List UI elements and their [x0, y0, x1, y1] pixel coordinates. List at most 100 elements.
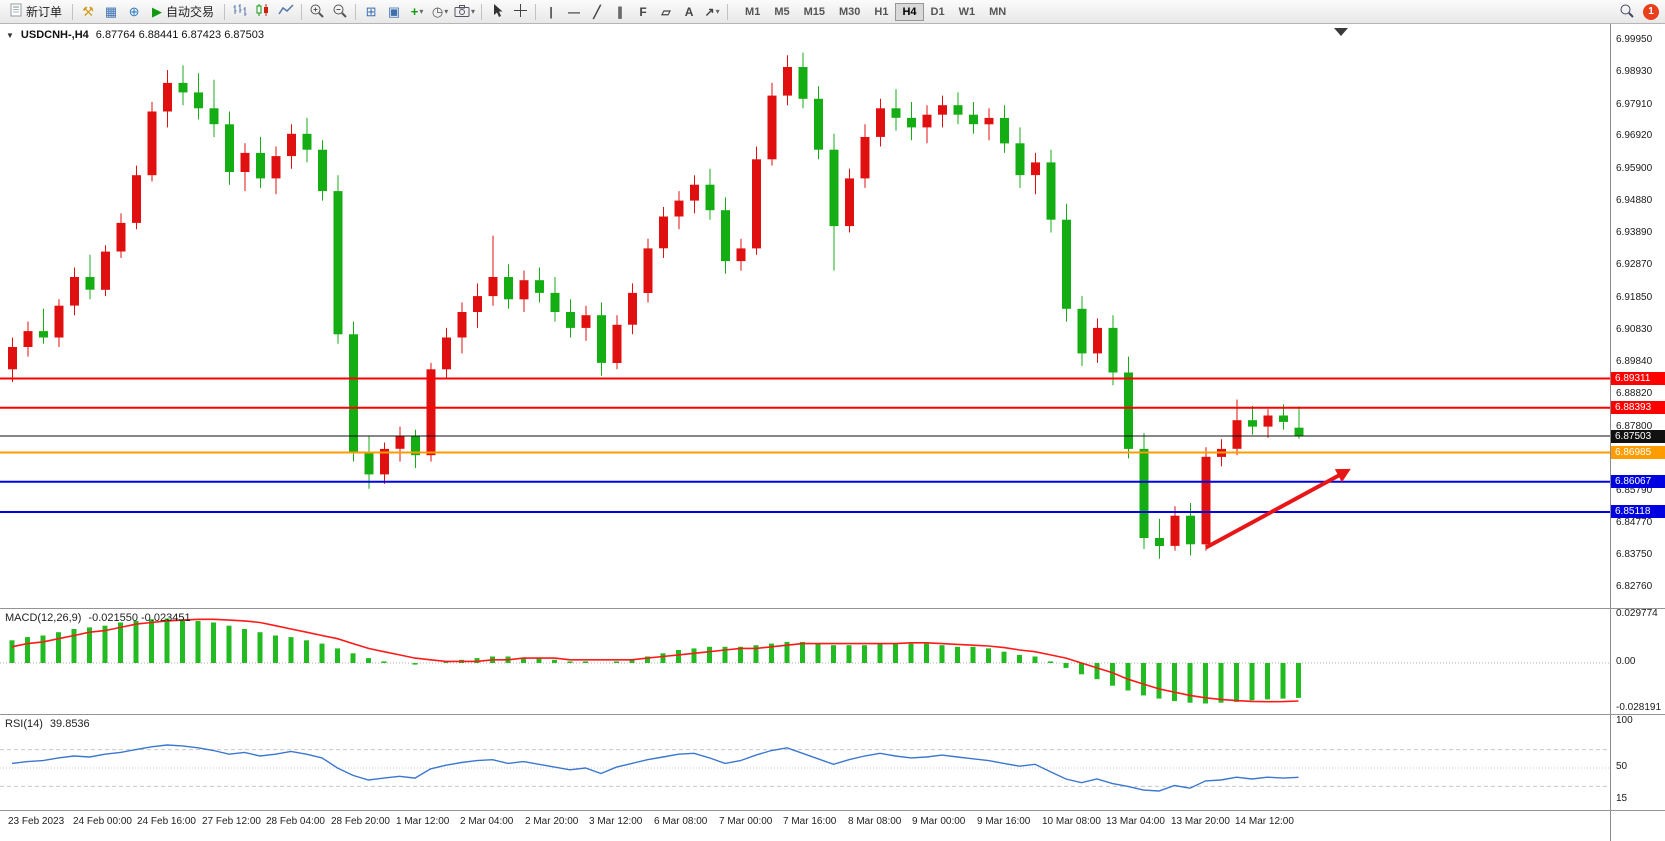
macd-canvas[interactable] [0, 610, 1610, 714]
shapes-button[interactable]: ▱ [655, 2, 677, 22]
main-chart-canvas[interactable] [0, 24, 1610, 608]
macd-axis[interactable]: 0.029774 0.00 -0.028191 [1610, 608, 1665, 714]
fibonacci-icon: F [639, 4, 647, 19]
price-axis[interactable]: 6.99950 6.98930 6.97910 6.96920 6.95900 6.948… [1610, 24, 1665, 608]
timeframe-m1[interactable]: M1 [738, 3, 767, 21]
notification-badge[interactable]: 1 [1643, 3, 1659, 20]
cursor-icon [490, 3, 504, 21]
price-axis-label: 6.96920 [1616, 130, 1653, 141]
timeframe-mn[interactable]: MN [982, 3, 1013, 21]
time-axis-label: 7 Mar 00:00 [719, 816, 773, 827]
window-icon: ▣ [387, 4, 401, 19]
candles [8, 52, 1304, 559]
play-icon: ▶ [152, 4, 163, 19]
price-axis-label: 6.99950 [1616, 34, 1653, 45]
candlestick-chart-button[interactable] [252, 2, 274, 22]
macd-axis-label: 0.029774 [1616, 608, 1658, 619]
search-icon [1619, 3, 1635, 21]
timeframe-m30[interactable]: M30 [832, 3, 867, 21]
time-axis-label: 8 Mar 08:00 [848, 816, 902, 827]
time-axis-label: 14 Mar 12:00 [1235, 816, 1294, 827]
market-depth-button[interactable]: ▦ [100, 2, 122, 22]
templates-button[interactable]: ▾ [452, 2, 477, 22]
price-line-label: 6.88393 [1611, 401, 1665, 414]
toolbar: 新订单 ⚒ ▦ ⊕ ▶ 自动交易 ⊞ ▣ + ▾ ◷ ▾ ▾ | — ╱ ∥ F ▱… [0, 0, 1665, 24]
auto-trading-button[interactable]: ▶ 自动交易 [146, 1, 220, 22]
ohlc-values: 6.87764 6.88441 6.87423 6.87503 [95, 29, 264, 41]
zoom-in-button[interactable] [306, 2, 328, 22]
search-button[interactable] [1616, 2, 1638, 22]
community-button[interactable]: ⊕ [123, 2, 145, 22]
trendline-button[interactable]: ╱ [586, 2, 608, 22]
zoom-in-icon [309, 3, 325, 21]
time-axis-label: 9 Mar 00:00 [912, 816, 966, 827]
arrow-tools-button[interactable]: ↗ ▾ [701, 2, 723, 22]
rsi-canvas[interactable] [0, 716, 1610, 810]
new-chart-button[interactable]: ▣ [383, 2, 405, 22]
price-axis-label: 6.83750 [1616, 549, 1653, 560]
toolbar-separator [224, 3, 226, 20]
camera-icon [454, 4, 470, 20]
new-order-button[interactable]: 新订单 [4, 1, 68, 22]
timeframe-d1[interactable]: D1 [924, 3, 952, 21]
trend-arrow[interactable] [1205, 471, 1343, 550]
collapse-triangle-icon[interactable]: ▼ [6, 30, 14, 40]
price-axis-label: 6.93890 [1616, 227, 1653, 238]
bar-chart-button[interactable] [229, 2, 251, 22]
price-line-label: 6.87503 [1611, 430, 1665, 443]
timeframe-buttons: M1 M5 M15 M30 H1 H4 D1 W1 MN [738, 2, 1013, 21]
time-axis-label: 13 Mar 04:00 [1106, 816, 1165, 827]
fibonacci-button[interactable]: F [632, 2, 654, 22]
time-axis-label: 13 Mar 20:00 [1171, 816, 1230, 827]
text-button[interactable]: A [678, 2, 700, 22]
rsi-axis[interactable]: 100 50 15 [1610, 715, 1665, 810]
timeframe-m15[interactable]: M15 [797, 3, 832, 21]
price-axis-label: 6.87800 [1616, 421, 1653, 432]
periods-button[interactable]: ◷ ▾ [429, 2, 451, 22]
timeframe-m5[interactable]: M5 [767, 3, 796, 21]
macd-values: -0.021550 -0.023451 [88, 612, 191, 624]
time-axis-label: 2 Mar 20:00 [525, 816, 579, 827]
rsi-panel: 100 50 15 RSI(14) 39.8536 [0, 714, 1665, 810]
metaeditor-button[interactable]: ⚒ [77, 2, 99, 22]
hammer-icon: ⚒ [82, 4, 94, 19]
macd-axis-label: 0.00 [1616, 656, 1636, 667]
macd-label: MACD(12,26,9) -0.021550 -0.023451 [5, 612, 191, 624]
zoom-out-button[interactable] [329, 2, 351, 22]
rsi-value: 39.8536 [49, 718, 90, 730]
channel-button[interactable]: ∥ [609, 2, 631, 22]
line-chart-button[interactable] [275, 2, 297, 22]
chevron-down-icon: ▾ [471, 7, 476, 16]
horizontal-line-button[interactable]: — [563, 2, 585, 22]
text-icon: A [684, 4, 694, 19]
macd-signal-line [11, 618, 1299, 703]
depth-icon: ▦ [104, 4, 118, 19]
symbol-period: USDCNH-,H4 [20, 29, 89, 41]
timeframe-w1[interactable]: W1 [952, 3, 983, 21]
chevron-down-icon: ▾ [419, 7, 424, 16]
candlestick-chart-icon [255, 3, 271, 20]
tile-windows-button[interactable]: ⊞ [360, 2, 382, 22]
macd-name: MACD(12,26,9) [5, 612, 82, 624]
price-line-label: 6.89311 [1611, 372, 1665, 385]
price-axis-label: 6.85790 [1616, 485, 1653, 496]
indicators-button[interactable]: + ▾ [406, 2, 428, 22]
toolbar-separator [535, 3, 537, 20]
price-axis-label: 6.94880 [1616, 195, 1653, 206]
macd-panel: 0.029774 0.00 -0.028191 MACD(12,26,9) -0.0… [0, 608, 1665, 714]
chart-shift-marker[interactable] [1334, 28, 1348, 36]
time-axis[interactable]: 23 Feb 2023 24 Feb 00:00 24 Feb 16:00 27 Fe… [0, 810, 1665, 841]
cursor-button[interactable] [486, 2, 508, 22]
timeframe-h1[interactable]: H1 [867, 3, 895, 21]
time-axis-label: 2 Mar 04:00 [460, 816, 514, 827]
rsi-label: RSI(14) 39.8536 [5, 718, 90, 730]
price-axis-label: 6.90830 [1616, 324, 1653, 335]
crosshair-button[interactable] [509, 2, 531, 22]
timeframe-h4[interactable]: H4 [895, 2, 924, 21]
vertical-line-button[interactable]: | [540, 2, 562, 22]
price-axis-label: 6.97910 [1616, 99, 1653, 110]
price-axis-label: 6.92870 [1616, 259, 1653, 270]
toolbar-separator [481, 3, 483, 20]
time-axis-label: 24 Feb 16:00 [137, 816, 196, 827]
price-line-label: 6.85118 [1611, 505, 1665, 518]
